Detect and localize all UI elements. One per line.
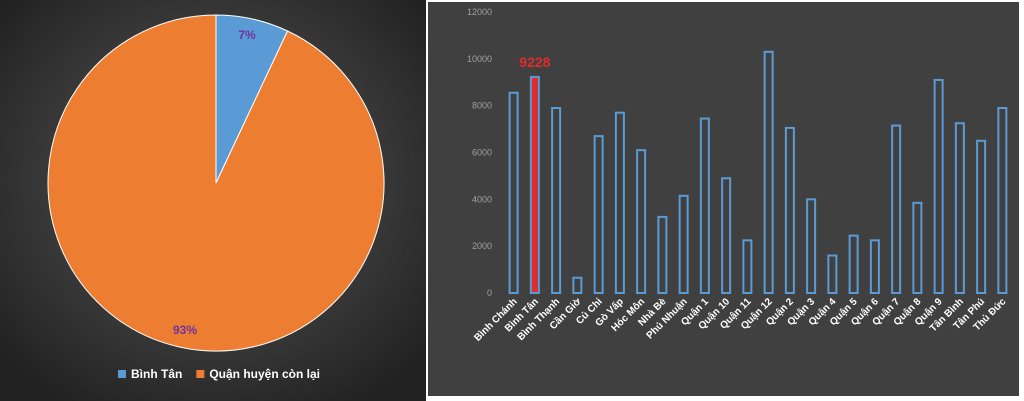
bar-8 — [678, 194, 689, 294]
legend-swatch-1 — [196, 370, 205, 378]
bar-23 — [997, 107, 1008, 294]
bar-11 — [742, 239, 753, 294]
y-tick-label-4: 8000 — [472, 101, 492, 111]
highlight-data-label: 9228 — [519, 54, 550, 70]
bar-6 — [636, 149, 647, 294]
bar-22 — [976, 139, 987, 294]
pie-chart: 7% 93% Bình Tân Quận huyện còn lại — [0, 0, 426, 401]
y-tick-label-5: 10000 — [467, 54, 492, 64]
y-tick-label-0: 0 — [487, 288, 492, 298]
pie-slice-1 — [47, 14, 385, 352]
y-tick-label-3: 6000 — [472, 148, 492, 158]
bar-12 — [763, 50, 774, 294]
y-tick-label-6: 12000 — [467, 7, 492, 17]
bar-chart-panel: 0 2000 4000 6000 8000 10000 12000 Bình Chánh Bìn… — [428, 2, 1019, 396]
legend-swatch-0 — [118, 370, 126, 378]
bar-16 — [848, 234, 859, 294]
bar-17 — [869, 239, 880, 294]
legend-label-0: Bình Tân — [131, 367, 182, 381]
bar-21 — [954, 122, 965, 294]
legend-label-1: Quận huyện còn lại — [209, 367, 320, 381]
bar-9 — [699, 117, 710, 294]
bar-13 — [784, 126, 795, 294]
bar-7 — [657, 215, 668, 294]
bar-18 — [891, 124, 902, 294]
bar-0 — [508, 91, 519, 294]
bar-5 — [614, 111, 625, 294]
bar-3 — [572, 276, 583, 295]
bar-20 — [933, 78, 944, 294]
bar-14 — [806, 198, 817, 294]
bar-2 — [551, 107, 562, 294]
pie-chart-panel: 7% 93% Bình Tân Quận huyện còn lại — [0, 0, 426, 401]
bar-1 — [529, 75, 540, 295]
pie-data-label-0: 7% — [238, 28, 256, 42]
bar-19 — [912, 201, 923, 295]
y-tick-label-2: 4000 — [472, 194, 492, 204]
bar-background — [428, 2, 1019, 396]
bar-15 — [827, 254, 838, 295]
bar-4 — [593, 135, 604, 294]
bar-10 — [721, 177, 732, 294]
pie-data-label-1: 93% — [173, 323, 197, 337]
y-tick-label-1: 2000 — [472, 241, 492, 251]
